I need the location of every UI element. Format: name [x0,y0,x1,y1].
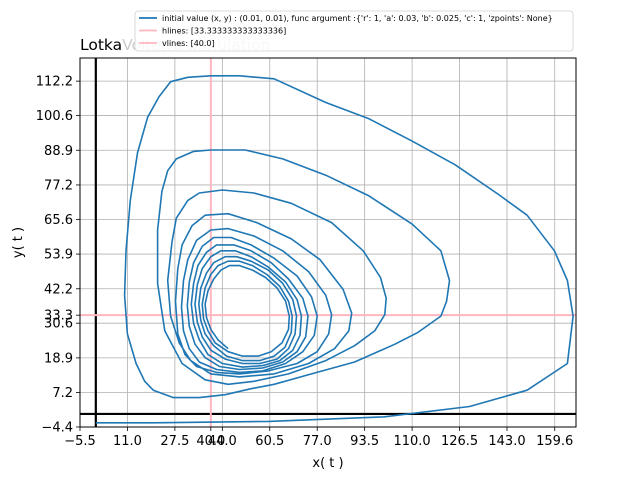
y-tick-label: 77.2 [44,178,73,193]
x-tick-label: 60.5 [255,434,284,449]
series-line [95,75,574,424]
y-tick-label: 53.9 [44,248,73,263]
legend-entry: vlines: [40.0] [162,39,215,48]
x-tick-label: 11.0 [113,434,142,449]
y-tick-label: 100.6 [36,109,73,124]
x-axis-label: x( t ) [312,456,343,471]
grid-lines [79,58,576,428]
x-tick-label: −5.5 [64,434,96,449]
y-axis-ticks: −4.4 7.2 18.9 30.633.3 42.2 53.9 65.6 77.2 88.9 1… [36,75,80,436]
x-tick-label: 77.0 [303,434,332,449]
series-layer [95,75,574,424]
y-tick-label: 33.3 [44,309,73,324]
guide-lines [80,58,576,427]
y-tick-label: −4.4 [41,421,73,436]
y-tick-label: 7.2 [52,386,73,401]
x-tick-label: 143.0 [488,434,525,449]
x-axis-ticks: −5.5 11.0 27.5 40.044.0 60.5 77.0 93.5 110.0 126… [64,427,573,449]
legend-box [134,10,574,52]
y-tick-label: 65.6 [44,213,73,228]
x-tick-label: 40.0 [196,434,225,449]
y-tick-label: 88.9 [44,144,73,159]
y-tick-label: 30.6 [44,317,73,332]
y-tick-label: 42.2 [44,282,73,297]
y-tick-label: 18.9 [44,351,73,366]
x-tick-label: 93.5 [350,434,379,449]
x-tick-label: 44.0 [208,434,237,449]
x-tick-label: 27.5 [160,434,189,449]
y-axis-label: y( t ) [11,227,26,258]
legend-entry: hlines: [33.333333333333336] [162,27,286,36]
x-tick-label: 159.6 [536,434,573,449]
plot-frame [79,57,577,428]
x-tick-label: 126.5 [441,434,478,449]
legend: initial value (x, y) : (0.01, 0.01), fun… [134,10,574,52]
legend-entry: initial value (x, y) : (0.01, 0.01), fun… [162,14,553,23]
y-tick-label: 112.2 [36,75,73,90]
x-tick-label: 110.0 [393,434,430,449]
chart-title-part: Lotka [80,36,122,54]
